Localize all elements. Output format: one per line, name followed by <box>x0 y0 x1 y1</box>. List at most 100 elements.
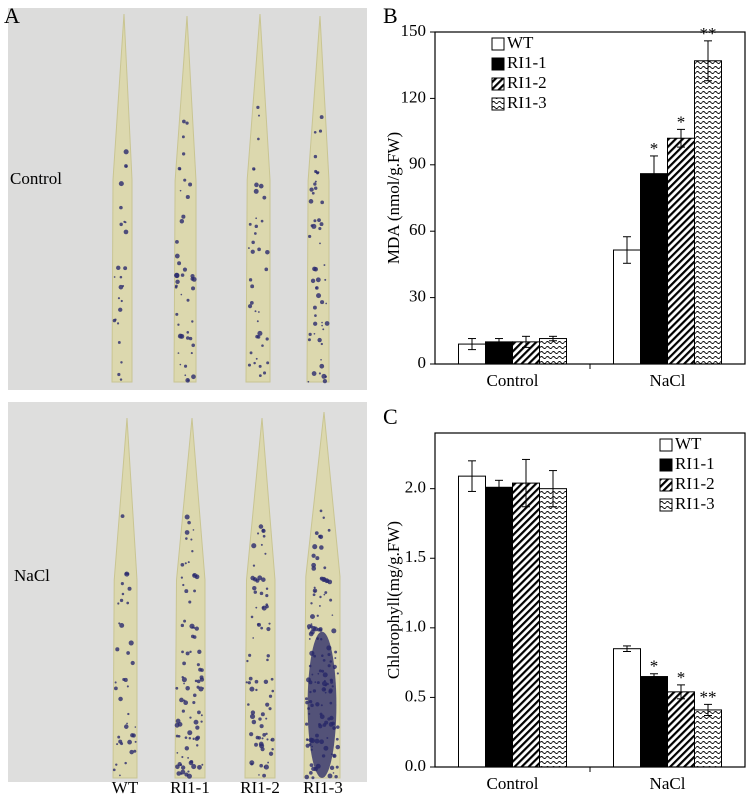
stain <box>321 321 323 324</box>
stain <box>322 378 328 384</box>
stain <box>312 305 317 310</box>
stain <box>182 661 186 666</box>
legend-swatch <box>659 478 673 492</box>
significance: * <box>650 657 659 676</box>
stain <box>185 685 190 691</box>
stain <box>180 273 185 277</box>
stain <box>260 712 265 717</box>
stain <box>179 363 182 366</box>
stain <box>262 773 266 778</box>
stain <box>250 762 254 766</box>
stain <box>115 763 118 766</box>
legend-swatch <box>491 77 505 91</box>
stain <box>118 622 121 625</box>
stain <box>179 697 184 703</box>
bar <box>512 482 540 768</box>
stain <box>308 199 314 204</box>
stain <box>180 623 185 628</box>
stain <box>268 707 272 711</box>
stain <box>178 167 182 171</box>
y-tick-label: 1.5 <box>405 547 426 566</box>
stain <box>183 364 188 368</box>
stain <box>317 172 319 175</box>
stain <box>249 351 253 355</box>
stain <box>250 249 255 254</box>
stain <box>257 311 260 313</box>
stain <box>332 772 335 774</box>
stain <box>177 352 180 354</box>
stain <box>256 532 260 535</box>
stain <box>130 660 135 666</box>
stain <box>251 719 257 725</box>
x-tick-label: NaCl <box>650 774 686 793</box>
stain <box>123 677 128 682</box>
stain <box>327 773 333 779</box>
stain <box>129 749 134 755</box>
stain <box>191 763 197 770</box>
stain-area <box>307 631 337 778</box>
stain <box>189 650 192 654</box>
stain <box>308 638 311 640</box>
stain <box>176 752 179 754</box>
stain <box>175 718 181 724</box>
stain <box>191 550 194 553</box>
stain <box>259 763 263 768</box>
stain <box>183 178 187 182</box>
stain <box>126 685 129 688</box>
stain <box>249 686 255 692</box>
stain <box>321 324 323 327</box>
stain <box>334 774 338 779</box>
stain <box>116 265 121 271</box>
stain <box>179 219 185 224</box>
stain <box>313 321 318 326</box>
stain <box>335 765 339 769</box>
stain <box>248 653 252 657</box>
stain <box>320 200 325 205</box>
stain <box>258 364 262 368</box>
stain <box>317 337 322 343</box>
stain <box>191 320 194 323</box>
stain <box>114 686 118 691</box>
stain <box>325 302 328 305</box>
stain <box>186 331 190 334</box>
stain <box>311 191 315 195</box>
stain <box>309 770 313 775</box>
stain <box>197 764 202 770</box>
stain <box>252 564 256 567</box>
stain <box>319 545 324 550</box>
stain <box>253 232 257 235</box>
stain <box>258 374 262 378</box>
stain <box>123 149 129 155</box>
stain <box>179 189 182 192</box>
stain <box>317 218 321 223</box>
error-bar <box>468 460 476 492</box>
stain <box>187 770 190 773</box>
stain <box>181 214 186 219</box>
legend-label: RI1-3 <box>675 494 715 513</box>
stain <box>180 293 183 296</box>
stain <box>186 298 190 302</box>
error-bar <box>522 458 530 508</box>
stain <box>183 682 185 685</box>
stain <box>258 524 264 529</box>
stain <box>184 530 190 535</box>
stain <box>177 261 182 266</box>
stain <box>181 709 185 713</box>
stain <box>185 336 190 340</box>
stain <box>322 328 325 331</box>
stain <box>268 694 273 698</box>
stain <box>315 277 321 283</box>
stain <box>253 590 258 594</box>
stain <box>262 195 267 200</box>
stain <box>177 734 181 738</box>
stain <box>196 679 201 684</box>
stain <box>310 602 313 605</box>
stain <box>266 658 269 662</box>
stain <box>253 168 256 171</box>
stain <box>199 675 204 680</box>
stain <box>184 736 188 739</box>
stain <box>194 736 199 741</box>
stain <box>323 264 326 267</box>
stain <box>118 739 123 744</box>
stain <box>187 756 190 759</box>
